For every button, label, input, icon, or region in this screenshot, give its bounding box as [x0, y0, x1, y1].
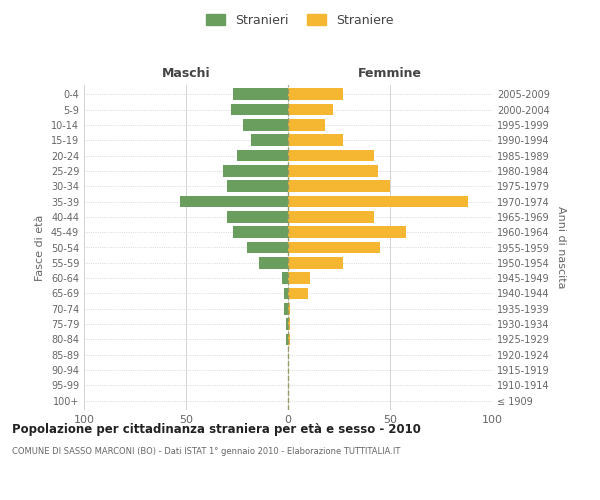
Y-axis label: Anni di nascita: Anni di nascita [556, 206, 566, 288]
Bar [288, 272, 310, 284]
Bar [288, 211, 374, 222]
Bar [288, 165, 378, 176]
Bar [223, 165, 288, 176]
Bar [286, 334, 288, 345]
Bar [288, 257, 343, 268]
Bar [227, 180, 288, 192]
Bar [288, 242, 380, 253]
Bar [233, 226, 288, 238]
Bar [288, 88, 343, 100]
Bar [288, 318, 290, 330]
Legend: Stranieri, Straniere: Stranieri, Straniere [202, 8, 398, 32]
Text: Femmine: Femmine [358, 68, 422, 80]
Bar [286, 318, 288, 330]
Bar [288, 180, 390, 192]
Bar [288, 196, 467, 207]
Bar [288, 119, 325, 130]
Bar [288, 104, 333, 116]
Text: COMUNE DI SASSO MARCONI (BO) - Dati ISTAT 1° gennaio 2010 - Elaborazione TUTTITA: COMUNE DI SASSO MARCONI (BO) - Dati ISTA… [12, 448, 400, 456]
Bar [288, 150, 374, 162]
Bar [288, 288, 308, 299]
Bar [282, 272, 288, 284]
Bar [247, 242, 288, 253]
Bar [237, 150, 288, 162]
Bar [231, 104, 288, 116]
Bar [284, 288, 288, 299]
Bar [288, 134, 343, 146]
Bar [288, 226, 406, 238]
Text: Maschi: Maschi [161, 68, 211, 80]
Bar [288, 303, 290, 314]
Bar [251, 134, 288, 146]
Y-axis label: Fasce di età: Fasce di età [35, 214, 45, 280]
Bar [233, 88, 288, 100]
Bar [259, 257, 288, 268]
Bar [180, 196, 288, 207]
Text: Popolazione per cittadinanza straniera per età e sesso - 2010: Popolazione per cittadinanza straniera p… [12, 422, 421, 436]
Bar [284, 303, 288, 314]
Bar [288, 334, 290, 345]
Bar [243, 119, 288, 130]
Bar [227, 211, 288, 222]
